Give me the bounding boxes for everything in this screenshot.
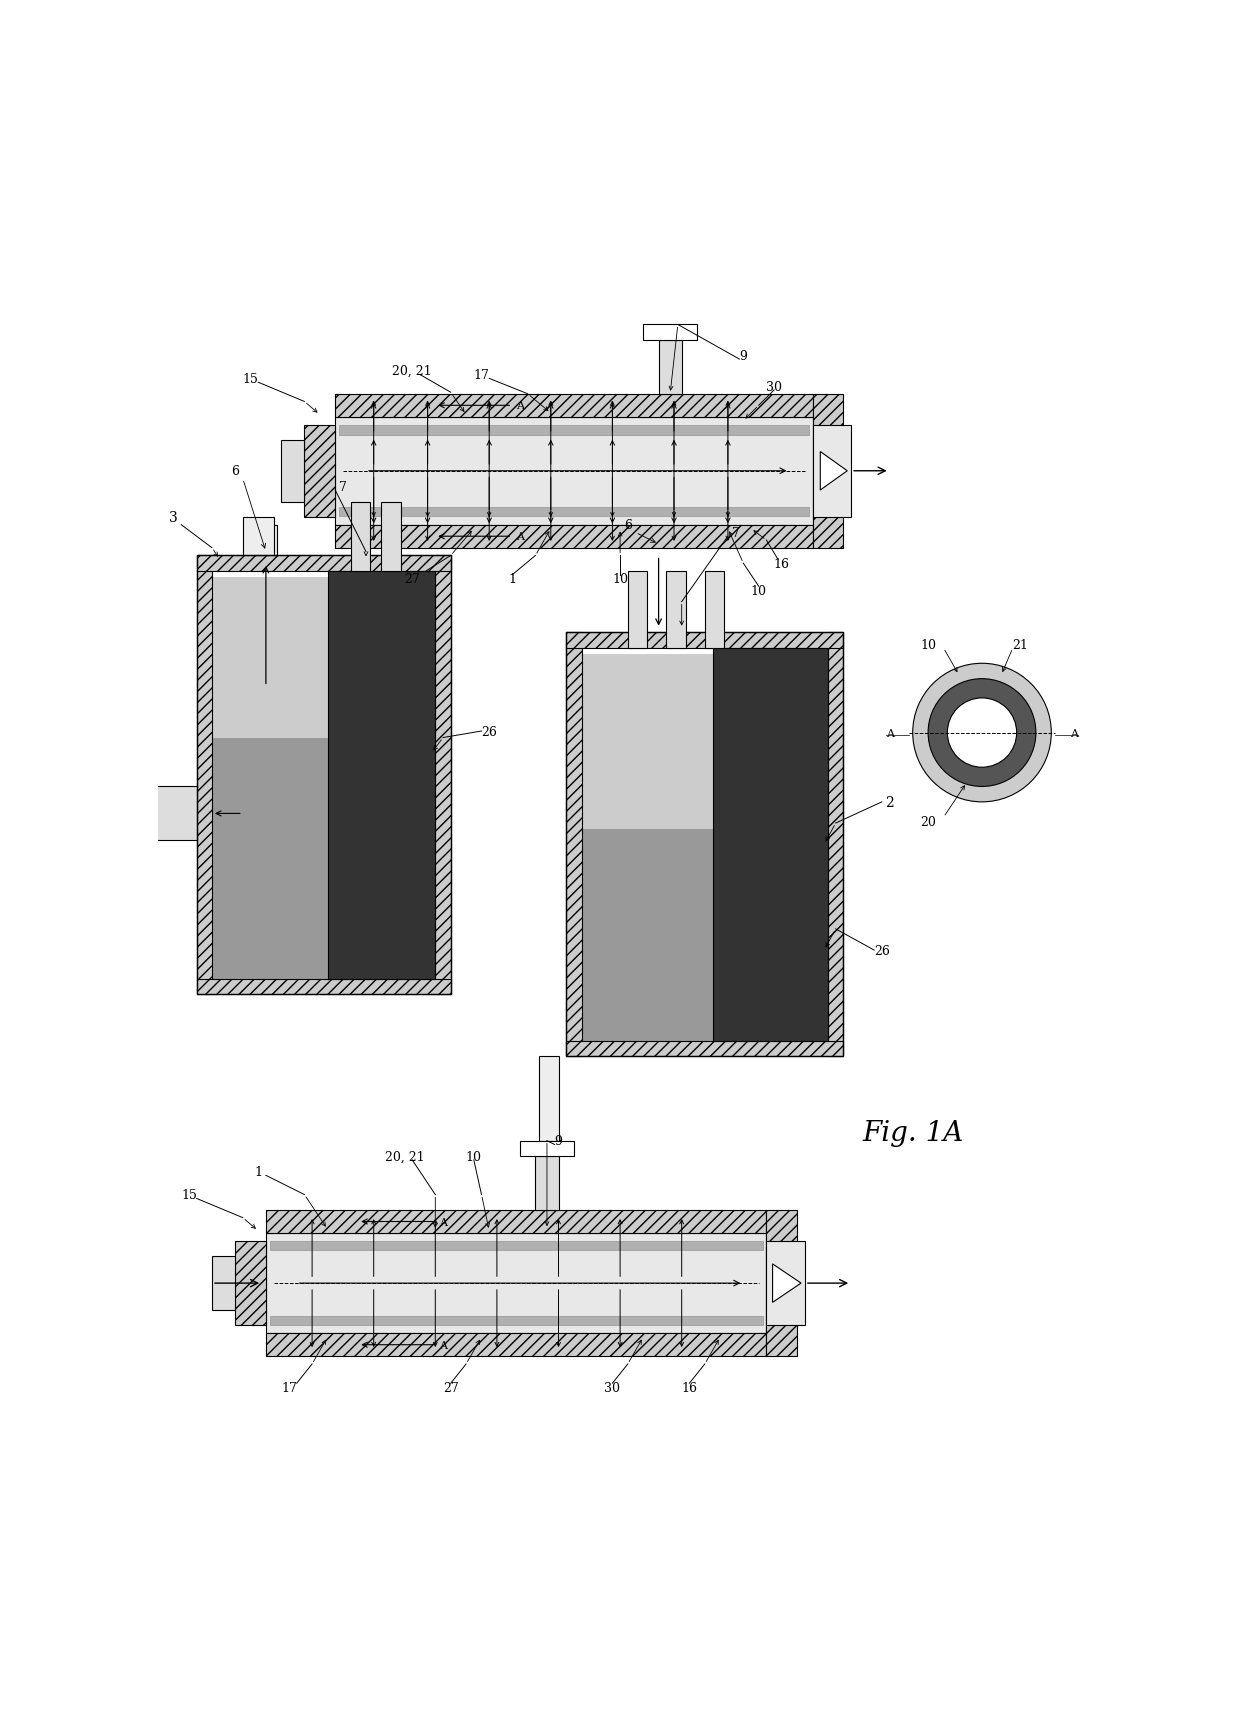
- Bar: [335, 526, 812, 548]
- Bar: [197, 557, 450, 572]
- Bar: [197, 557, 212, 994]
- Bar: [666, 572, 686, 648]
- Bar: [435, 557, 450, 994]
- Text: 26: 26: [481, 725, 497, 737]
- Bar: [304, 426, 335, 517]
- Bar: [335, 395, 812, 417]
- Bar: [627, 572, 647, 648]
- Text: 15: 15: [243, 372, 258, 386]
- Bar: [828, 632, 843, 1056]
- Bar: [582, 829, 828, 1041]
- Text: 2: 2: [885, 796, 894, 810]
- Bar: [539, 1056, 558, 1141]
- Text: 10: 10: [466, 1149, 482, 1163]
- Text: 9: 9: [739, 350, 748, 362]
- Text: A: A: [439, 1216, 446, 1227]
- Bar: [335, 417, 812, 526]
- Text: 26: 26: [874, 944, 890, 956]
- Bar: [270, 1316, 763, 1325]
- Bar: [567, 632, 582, 1056]
- Bar: [567, 632, 843, 648]
- Text: 6: 6: [624, 519, 632, 532]
- Text: 21: 21: [1013, 638, 1028, 651]
- Circle shape: [947, 698, 1017, 768]
- Text: 6: 6: [231, 465, 239, 477]
- Bar: [567, 632, 843, 1056]
- Text: 20: 20: [920, 815, 936, 829]
- Text: 9: 9: [554, 1134, 563, 1148]
- Text: 10: 10: [750, 584, 766, 598]
- Bar: [704, 572, 724, 648]
- Bar: [236, 1241, 265, 1325]
- Text: A: A: [516, 532, 525, 543]
- Bar: [567, 1041, 843, 1056]
- Text: 10: 10: [920, 638, 936, 651]
- Text: 27: 27: [443, 1380, 459, 1394]
- Bar: [339, 426, 808, 436]
- Bar: [150, 787, 197, 841]
- Bar: [212, 1256, 236, 1309]
- Text: A: A: [439, 1340, 446, 1349]
- Text: A: A: [885, 729, 894, 737]
- Bar: [812, 426, 851, 517]
- Text: 15: 15: [181, 1189, 197, 1201]
- Text: 1: 1: [254, 1165, 262, 1179]
- Polygon shape: [821, 451, 847, 491]
- Bar: [520, 1141, 574, 1156]
- Text: 17: 17: [281, 1380, 296, 1394]
- Bar: [197, 557, 450, 994]
- Bar: [327, 572, 435, 979]
- Text: 20, 21: 20, 21: [392, 365, 432, 377]
- Bar: [270, 1241, 763, 1251]
- Text: 1: 1: [508, 572, 516, 586]
- Text: 16: 16: [774, 557, 790, 570]
- Bar: [382, 503, 401, 572]
- Bar: [212, 737, 435, 979]
- Bar: [250, 526, 278, 557]
- Bar: [265, 1234, 766, 1334]
- Bar: [766, 1210, 797, 1356]
- Bar: [766, 1241, 805, 1325]
- Text: A: A: [516, 401, 525, 412]
- Bar: [212, 579, 435, 737]
- Text: 3: 3: [169, 510, 177, 526]
- Polygon shape: [773, 1265, 801, 1303]
- Bar: [265, 1210, 766, 1234]
- Bar: [644, 326, 697, 341]
- Text: Fig. 1A: Fig. 1A: [862, 1120, 963, 1148]
- Text: 30: 30: [766, 381, 782, 393]
- Bar: [281, 441, 304, 503]
- Bar: [658, 341, 682, 395]
- Bar: [339, 508, 808, 517]
- Circle shape: [913, 663, 1052, 803]
- Text: 17: 17: [474, 369, 490, 383]
- Circle shape: [928, 679, 1035, 787]
- Bar: [351, 503, 370, 572]
- Bar: [713, 648, 828, 1041]
- Bar: [536, 1156, 558, 1210]
- Bar: [812, 395, 843, 548]
- Text: 20, 21: 20, 21: [384, 1149, 424, 1163]
- Text: 10: 10: [613, 572, 629, 586]
- Text: 7: 7: [339, 481, 347, 493]
- Text: 16: 16: [682, 1380, 697, 1394]
- Bar: [197, 979, 450, 994]
- Text: 30: 30: [604, 1380, 620, 1394]
- Bar: [265, 1334, 766, 1356]
- Bar: [582, 655, 828, 829]
- Bar: [243, 517, 274, 557]
- Text: 27: 27: [404, 572, 420, 586]
- Text: A: A: [1070, 729, 1079, 737]
- Text: 7: 7: [732, 527, 739, 539]
